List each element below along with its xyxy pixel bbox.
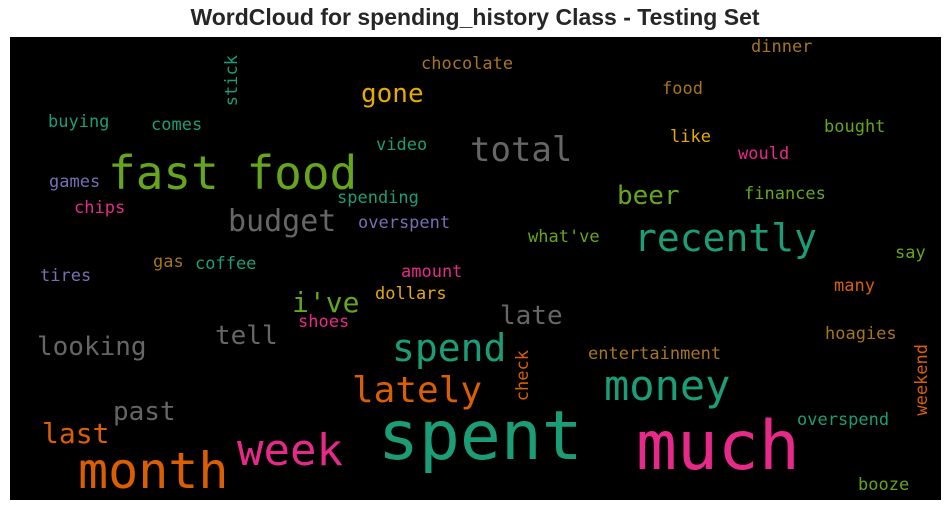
word-budget: budget <box>228 204 337 239</box>
word-late: late <box>500 301 563 331</box>
word-amount: amount <box>401 262 463 282</box>
word-money: money <box>604 361 731 410</box>
word-overspend: overspend <box>797 410 890 430</box>
word-hoagies: hoagies <box>825 324 897 344</box>
wordcloud-canvas: spent much month fast food week money re… <box>10 37 941 500</box>
word-booze: booze <box>858 475 910 495</box>
word-video: video <box>376 135 428 155</box>
word-dollars: dollars <box>375 284 447 304</box>
word-month: month <box>78 442 229 500</box>
word-buying: buying <box>48 112 110 132</box>
word-past: past <box>113 397 176 427</box>
word-stick: stick <box>222 55 242 107</box>
word-chips: chips <box>74 198 126 218</box>
word-dinner: dinner <box>751 37 813 57</box>
word-fast-food: fast food <box>108 146 358 200</box>
word-many: many <box>834 276 875 296</box>
word-last: last <box>42 417 110 450</box>
word-much: much <box>636 407 800 486</box>
word-lately: lately <box>352 370 483 411</box>
word-spending: spending <box>337 188 419 208</box>
word-gas: gas <box>153 252 184 272</box>
word-check: check <box>513 350 533 402</box>
word-overspent: overspent <box>358 213 451 233</box>
word-spent: spent <box>378 397 583 476</box>
word-ive: i've <box>292 286 360 319</box>
word-chocolate: chocolate <box>421 54 514 74</box>
word-comes: comes <box>151 115 203 135</box>
word-beer: beer <box>617 181 680 211</box>
word-whatve: what've <box>528 227 600 247</box>
word-shoes: shoes <box>298 312 350 332</box>
word-recently: recently <box>634 216 818 260</box>
word-spend: spend <box>392 326 507 370</box>
chart-title: WordCloud for spending_history Class - T… <box>190 4 760 30</box>
word-week: week <box>237 425 343 476</box>
word-weekend: weekend <box>912 344 932 416</box>
word-say: say <box>895 243 926 263</box>
word-food: food <box>662 79 703 99</box>
word-games: games <box>49 172 101 192</box>
word-tell: tell <box>215 321 278 351</box>
word-bought: bought <box>824 117 886 137</box>
word-entertainment: entertainment <box>588 344 722 364</box>
word-coffee: coffee <box>195 254 257 274</box>
word-looking: looking <box>37 332 147 362</box>
word-like: like <box>670 127 711 147</box>
word-would: would <box>738 144 790 164</box>
word-tires: tires <box>40 266 92 286</box>
word-finances: finances <box>744 184 826 204</box>
word-gone: gone <box>361 79 424 109</box>
word-total: total <box>470 130 573 170</box>
